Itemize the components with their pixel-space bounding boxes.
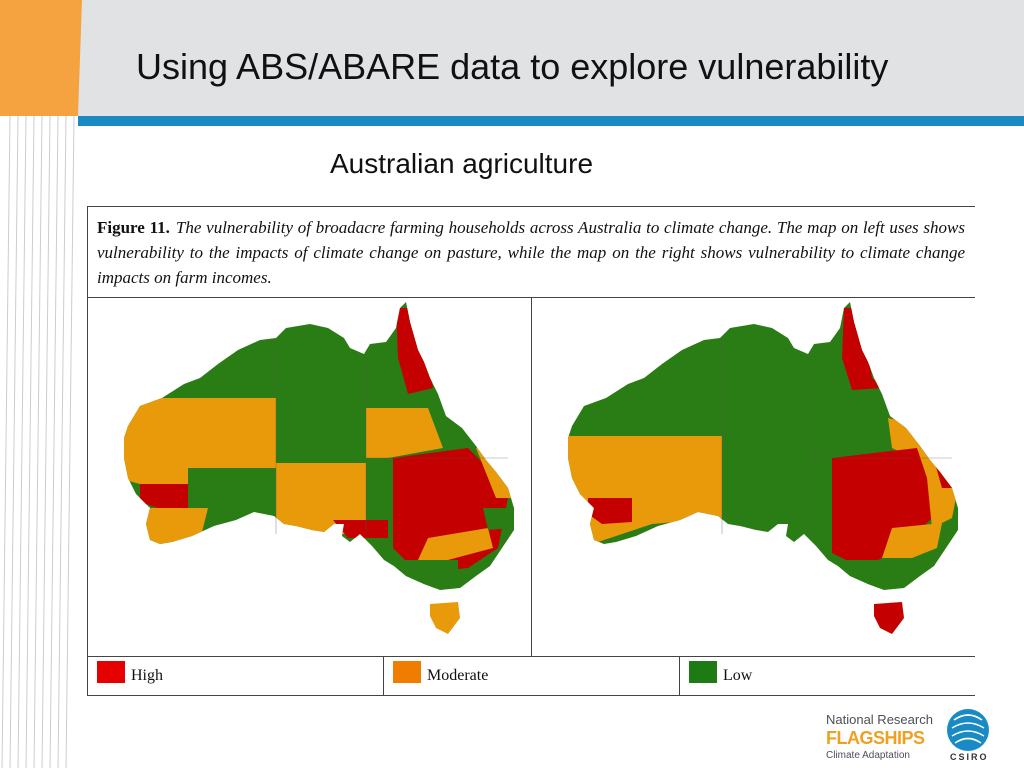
legend-swatch-high [97, 661, 125, 683]
logo-line1: National Research [826, 712, 933, 727]
figure-table: Figure 11. The vulnerability of broadacre… [87, 206, 975, 696]
legend-swatch-low [689, 661, 717, 683]
legend-item-high: High [88, 657, 384, 695]
map-income-cell [532, 298, 975, 656]
slide-subtitle: Australian agriculture [330, 148, 594, 179]
legend-row: High Moderate Low [88, 657, 975, 696]
map-pasture-cell [88, 298, 532, 656]
legend-swatch-moderate [393, 661, 421, 683]
header-band [0, 0, 1024, 116]
figure-caption-text: The vulnerability of broadacre farming h… [97, 218, 965, 287]
figure-caption: Figure 11. The vulnerability of broadacre… [88, 206, 975, 298]
legend-label-low: Low [723, 667, 753, 684]
legend-item-low: Low [680, 657, 975, 695]
legend-item-moderate: Moderate [384, 657, 680, 695]
stripe-decoration [0, 0, 82, 768]
slide-title: Using ABS/ABARE data to explore vulnerab… [136, 46, 889, 87]
header-rule [78, 116, 1024, 126]
flagships-csiro-logo: National Research FLAGSHIPS Climate Adap… [826, 708, 996, 764]
map-pasture [124, 302, 514, 634]
figure-label: Figure 11. [97, 218, 170, 237]
legend-label-high: High [131, 667, 163, 684]
logo-line3: Climate Adaptation [826, 750, 910, 761]
map-income [568, 302, 958, 634]
csiro-wordmark: CSIRO [950, 752, 989, 762]
legend-label-moderate: Moderate [427, 667, 489, 684]
maps-row [88, 298, 975, 657]
csiro-emblem-icon [947, 709, 989, 751]
logo-line2: FLAGSHIPS [826, 728, 925, 748]
